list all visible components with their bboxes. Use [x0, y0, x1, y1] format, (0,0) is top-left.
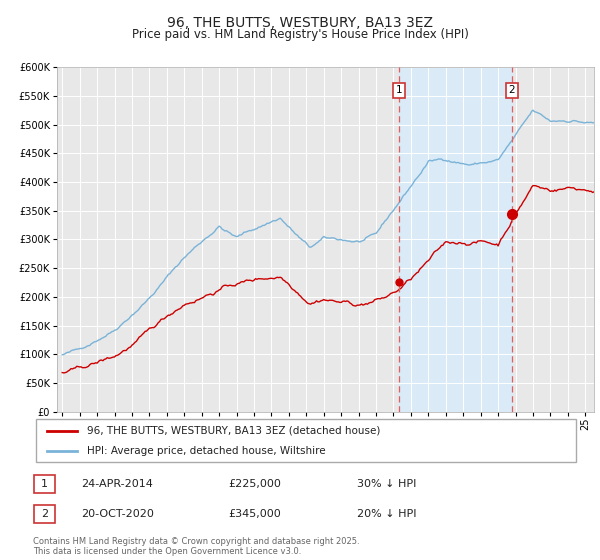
Text: 1: 1: [395, 85, 402, 95]
Text: 30% ↓ HPI: 30% ↓ HPI: [357, 479, 416, 489]
Text: £225,000: £225,000: [228, 479, 281, 489]
Text: HPI: Average price, detached house, Wiltshire: HPI: Average price, detached house, Wilt…: [88, 446, 326, 455]
Text: 1: 1: [41, 479, 48, 489]
Bar: [399, 67, 512, 412]
Text: £345,000: £345,000: [228, 509, 281, 519]
Text: Contains HM Land Registry data © Crown copyright and database right 2025.
This d: Contains HM Land Registry data © Crown c…: [33, 536, 359, 556]
Text: 2: 2: [41, 509, 48, 519]
Text: 20% ↓ HPI: 20% ↓ HPI: [357, 509, 416, 519]
Text: 20-OCT-2020: 20-OCT-2020: [81, 509, 154, 519]
Text: 24-APR-2014: 24-APR-2014: [81, 479, 153, 489]
Text: Price paid vs. HM Land Registry's House Price Index (HPI): Price paid vs. HM Land Registry's House …: [131, 28, 469, 41]
Text: 96, THE BUTTS, WESTBURY, BA13 3EZ (detached house): 96, THE BUTTS, WESTBURY, BA13 3EZ (detac…: [88, 426, 380, 436]
Text: 2: 2: [509, 85, 515, 95]
Text: 96, THE BUTTS, WESTBURY, BA13 3EZ: 96, THE BUTTS, WESTBURY, BA13 3EZ: [167, 16, 433, 30]
